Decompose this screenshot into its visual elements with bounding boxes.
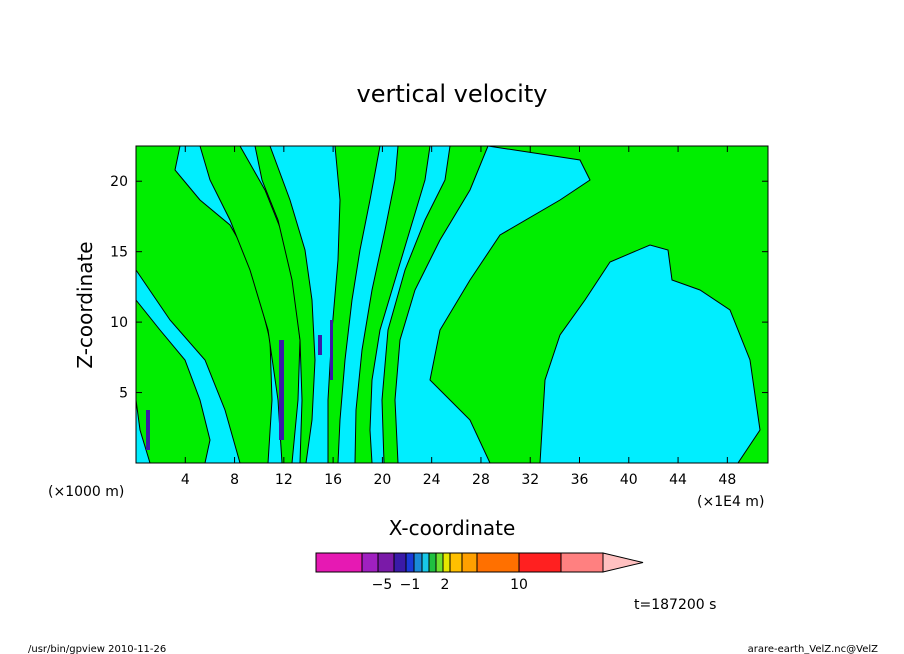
colorbar-swatch (393, 552, 407, 573)
colorbar-swatch (518, 552, 562, 573)
field-green-region-bottom-left (135, 298, 211, 464)
colorbar-label: 10 (510, 577, 528, 593)
x-tick-label: 24 (423, 472, 441, 488)
x-tick-label: 36 (571, 472, 589, 488)
footer-right: arare-earth_VelZ.nc@VelZ (748, 644, 879, 654)
colorbar-swatch (476, 552, 520, 573)
colorbar-swatch (461, 552, 478, 573)
colorbar-swatch (377, 552, 395, 573)
x-tick-label: 12 (275, 472, 293, 488)
colorbar-swatch (361, 552, 379, 573)
x-tick-label: 44 (669, 472, 687, 488)
plot-area (135, 145, 769, 464)
field-green-region-right-plume (354, 145, 431, 464)
plot-frame (135, 145, 769, 464)
colorbar-swatch (428, 552, 437, 573)
colorbar-label: −1 (400, 577, 421, 593)
y-tick-label: 20 (110, 174, 128, 190)
colorbar-label: −5 (372, 577, 393, 593)
colorbar-swatch (449, 552, 463, 573)
colorbar-label: 2 (441, 577, 450, 593)
streak-2 (279, 340, 284, 440)
field-green-region-right (429, 145, 769, 464)
chart-title: vertical velocity (357, 80, 548, 108)
x-tick-label: 20 (373, 472, 391, 488)
colorbar-swatch (315, 552, 363, 573)
colorbar-swatch (421, 552, 430, 573)
colorbar-swatch (435, 552, 444, 573)
x-tick-label: 48 (718, 472, 736, 488)
colorbar: −5 −1 2 10 (315, 552, 644, 593)
x-tick-label: 16 (324, 472, 342, 488)
x-tick-label: 4 (181, 472, 190, 488)
colorbar-extend-arrow (602, 552, 644, 573)
y-tick-label: 15 (110, 245, 128, 261)
streak-1 (146, 410, 150, 450)
colorbar-swatch (413, 552, 423, 573)
x-tick-label: 8 (230, 472, 239, 488)
x-unit-label: (×1E4 m) (697, 494, 764, 510)
colorbar-swatch (560, 552, 604, 573)
y-unit-label: (×1000 m) (48, 484, 124, 500)
field-dark-streaks (146, 320, 333, 450)
field-green-region-center-right (327, 145, 381, 464)
y-tick-label: 5 (119, 386, 128, 402)
x-tick-label: 32 (521, 472, 539, 488)
field-green-regions (135, 145, 769, 464)
y-axis-title: Z-coordinate (73, 241, 97, 368)
colorbar-swatch (405, 552, 415, 573)
footer-left: /usr/bin/gpview 2010-11-26 (28, 644, 166, 654)
y-axis: 5 10 15 20 (110, 174, 768, 402)
x-axis-title: X-coordinate (389, 516, 516, 540)
streak-4 (330, 320, 333, 380)
colorbar-swatch (442, 552, 451, 573)
time-label: t=187200 s (634, 597, 716, 613)
streak-3 (318, 335, 322, 355)
field-green-region-left-edge (135, 145, 273, 464)
x-tick-label: 28 (472, 472, 490, 488)
x-tick-label: 40 (620, 472, 638, 488)
y-tick-label: 10 (110, 315, 128, 331)
x-axis: 4 8 12 16 20 24 28 32 36 40 44 48 (181, 146, 736, 488)
